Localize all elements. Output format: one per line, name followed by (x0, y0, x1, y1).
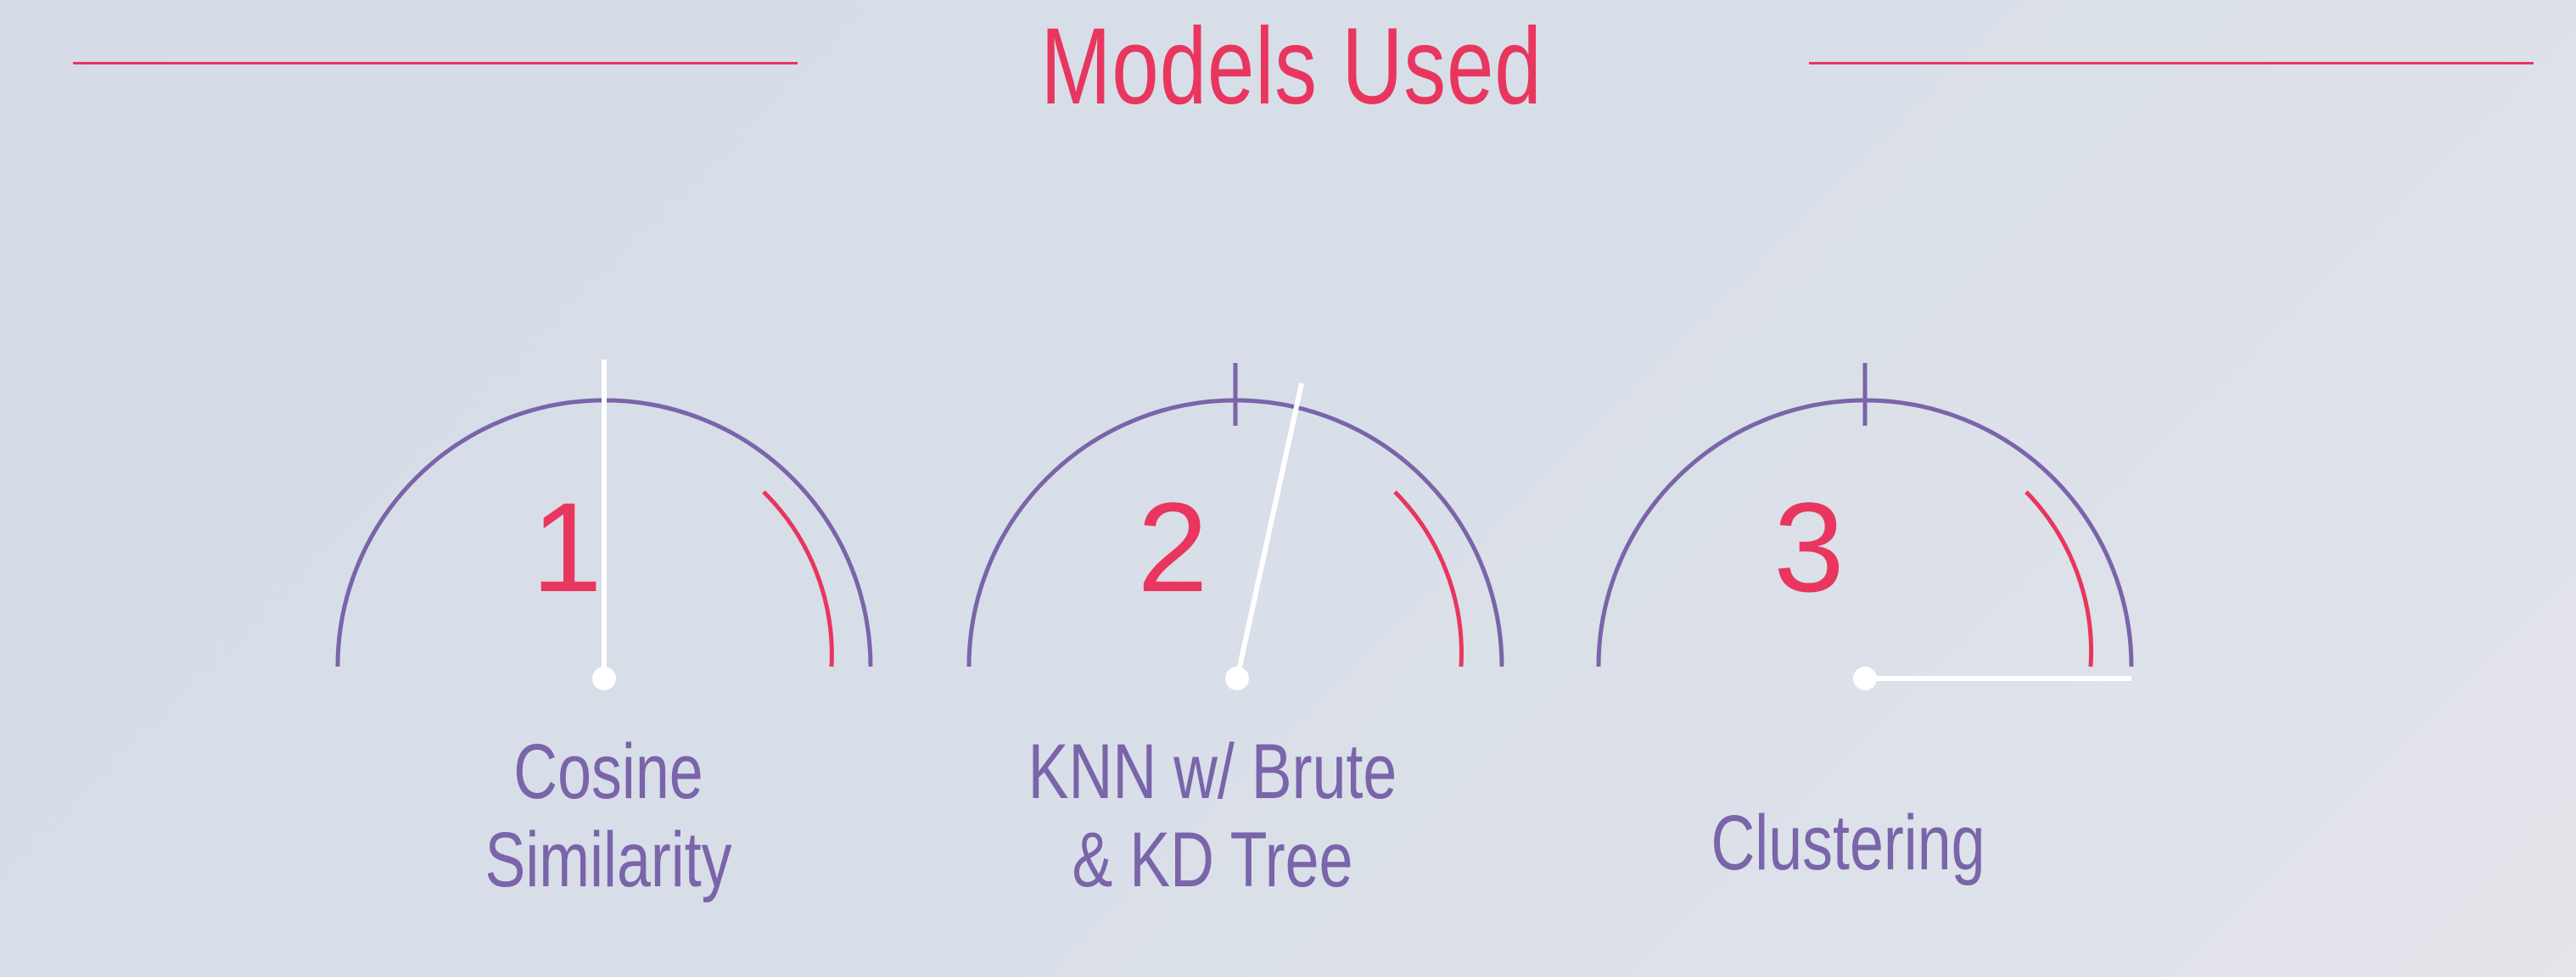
gauge-number: 2 (1137, 476, 1207, 618)
gauge-label-line: & KD Tree (1072, 817, 1353, 903)
gauge-2: 2 (966, 363, 1504, 690)
gauge-pivot (1225, 667, 1249, 690)
gauge-label-line: Similarity (484, 817, 732, 903)
gauge-label-knn: KNN w/ Brute & KD Tree (981, 728, 1444, 904)
gauge-1: 1 (335, 360, 873, 690)
gauge-needle (1235, 382, 1304, 679)
gauge-label-line: Cosine (513, 729, 703, 815)
title-rule-left (73, 62, 798, 64)
gauge-pivot (592, 667, 616, 690)
gauge-number: 3 (1773, 476, 1844, 618)
gauge-label-cosine-similarity: Cosine Similarity (377, 728, 840, 904)
gauge-number: 1 (531, 476, 602, 618)
gauge-danger-zone (762, 490, 834, 667)
gauge-arc (1596, 398, 2134, 667)
gauge-pivot (1853, 667, 1877, 690)
page-title: Models Used (1040, 6, 1543, 127)
title-rule-right (1809, 62, 2534, 64)
gauge-danger-zone (2024, 490, 2094, 667)
gauge-danger-zone (1393, 490, 1464, 667)
gauge-arc (966, 398, 1504, 667)
gauge-label-clustering: Clustering (1616, 799, 2080, 887)
gauge-label-line: Clustering (1711, 800, 1985, 886)
gauge-label-line: KNN w/ Brute (1028, 729, 1397, 815)
gauge-3: 3 (1596, 363, 2134, 690)
